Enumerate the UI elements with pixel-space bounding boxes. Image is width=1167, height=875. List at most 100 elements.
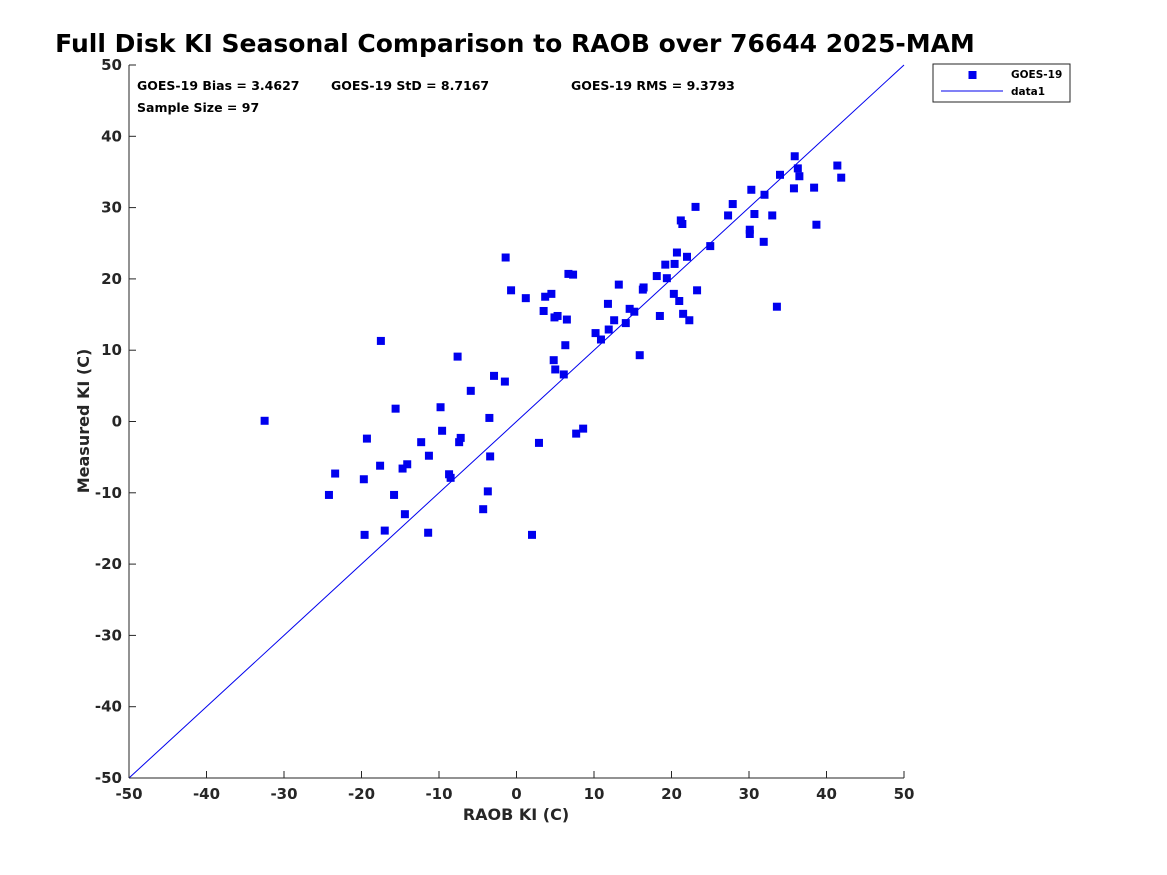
data-point	[362, 434, 371, 443]
reference-line-data1	[128, 64, 905, 779]
x-tick-label: 40	[816, 785, 837, 803]
data-point	[424, 451, 433, 460]
scatter-points	[260, 152, 846, 539]
data-point	[390, 490, 399, 499]
data-point	[724, 211, 733, 220]
data-point	[398, 464, 407, 473]
data-point	[569, 270, 578, 279]
data-point	[455, 438, 464, 447]
y-tick-label: 20	[101, 270, 122, 288]
data-point	[486, 452, 495, 461]
data-point	[562, 315, 571, 324]
data-point	[810, 183, 819, 192]
data-point	[446, 473, 455, 482]
x-tick-label: 0	[511, 785, 521, 803]
x-axis-ticks: -50 -40 -30 -20 -10 0 10 20 30 40 50	[115, 771, 914, 803]
legend-marker-goes19	[968, 71, 977, 79]
data-point	[360, 530, 369, 539]
data-point	[772, 302, 781, 311]
data-point	[417, 438, 426, 447]
data-point	[572, 429, 581, 438]
data-point	[541, 292, 550, 301]
data-point	[679, 309, 688, 318]
data-point	[610, 316, 619, 325]
data-point	[685, 316, 694, 325]
y-tick-label: 0	[112, 413, 122, 431]
y-tick-label: -30	[95, 626, 122, 644]
data-point	[625, 304, 634, 313]
data-point	[500, 377, 509, 386]
legend-box	[932, 63, 1071, 103]
data-point	[745, 229, 754, 238]
data-point	[750, 210, 759, 219]
data-point	[380, 526, 389, 535]
data-point	[672, 248, 681, 257]
data-point	[639, 283, 648, 292]
data-point	[795, 172, 804, 181]
y-axis-ticks: -50 -40 -30 -20 -10 0 10 20 30 40 50	[95, 56, 136, 787]
data-point	[553, 311, 562, 320]
data-point	[683, 252, 691, 261]
legend-label-data1: data1	[1011, 86, 1045, 98]
x-tick-label: -50	[115, 785, 142, 803]
data-point	[693, 286, 702, 295]
data-point	[483, 487, 492, 496]
data-point	[561, 341, 570, 350]
chart-title: Full Disk KI Seasonal Comparison to RAOB…	[55, 29, 975, 58]
data-point	[453, 352, 462, 361]
data-point	[789, 184, 798, 193]
data-point	[759, 237, 768, 246]
y-tick-label: -10	[95, 484, 122, 502]
data-point	[652, 272, 661, 281]
data-point	[604, 325, 613, 334]
data-point	[376, 336, 385, 345]
data-point	[662, 274, 671, 283]
y-tick-label: 10	[101, 341, 122, 359]
x-tick-label: 30	[739, 785, 760, 803]
bias-annotation: GOES-19 Bias = 3.4627	[137, 78, 299, 93]
data-point	[564, 269, 573, 278]
x-axis-label: RAOB KI (C)	[463, 805, 569, 824]
data-point	[539, 306, 548, 315]
x-tick-label: -30	[270, 785, 297, 803]
x-tick-label: -10	[425, 785, 452, 803]
data-point	[675, 297, 684, 306]
y-axis-label: Measured KI (C)	[74, 349, 93, 494]
x-tick-label: -20	[348, 785, 375, 803]
data-point	[359, 475, 368, 484]
data-point	[747, 185, 756, 194]
data-point	[621, 319, 630, 328]
reference-line-group	[128, 64, 905, 779]
data-point	[456, 433, 465, 442]
data-point	[670, 259, 679, 268]
sample-size-annotation: Sample Size = 97	[137, 100, 259, 115]
data-point	[559, 370, 568, 379]
data-point	[837, 173, 846, 182]
data-point	[507, 286, 516, 295]
data-point	[669, 289, 678, 298]
data-point	[549, 356, 558, 365]
data-point	[391, 404, 400, 413]
y-tick-label: 40	[101, 127, 122, 145]
x-tick-label: -40	[193, 785, 220, 803]
data-point	[812, 220, 821, 229]
data-point	[768, 211, 777, 220]
data-point	[630, 307, 639, 316]
data-point	[528, 530, 536, 539]
x-tick-label: 50	[894, 785, 915, 803]
data-point	[424, 528, 433, 537]
data-point	[521, 294, 530, 303]
data-point	[501, 253, 510, 262]
data-point	[793, 164, 802, 173]
data-point	[691, 202, 700, 211]
data-point	[547, 289, 556, 298]
data-point	[260, 416, 269, 425]
data-point	[728, 200, 737, 209]
data-point	[403, 460, 412, 469]
data-point	[376, 461, 385, 470]
legend: GOES-19 data1	[932, 63, 1071, 103]
data-point	[436, 403, 445, 412]
data-point	[331, 469, 340, 478]
data-point	[635, 351, 644, 360]
